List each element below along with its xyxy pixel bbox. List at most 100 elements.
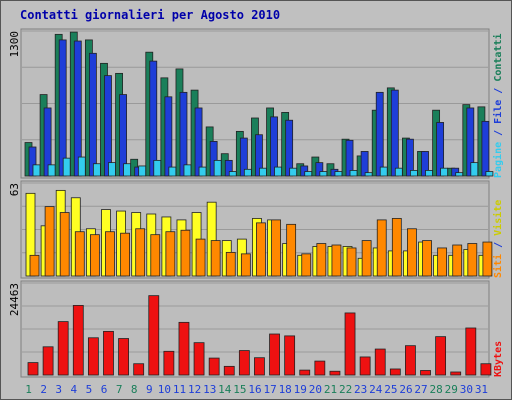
bar-siti-day-1 bbox=[29, 254, 40, 277]
bar-file-day-2 bbox=[43, 107, 52, 177]
side-label-part: / bbox=[493, 236, 504, 254]
bar-pagine-day-22 bbox=[349, 170, 358, 177]
bar-siti-day-16 bbox=[256, 222, 266, 277]
bar-pagine-day-2 bbox=[47, 164, 56, 177]
bar-siti-day-3 bbox=[59, 212, 70, 277]
bar-file-day-15 bbox=[239, 137, 248, 177]
x-tick-label-day-27: 27 bbox=[414, 383, 427, 396]
bar-file-day-6 bbox=[104, 75, 112, 177]
series-siti bbox=[29, 206, 493, 277]
bar-siti-day-5 bbox=[89, 234, 100, 277]
bar-siti-day-31 bbox=[482, 241, 493, 277]
bar-siti-day-14 bbox=[225, 251, 236, 277]
bar-file-day-20 bbox=[315, 162, 324, 177]
bar-pagine-day-11 bbox=[183, 164, 192, 177]
bar-file-day-13 bbox=[209, 141, 218, 177]
bar-pagine-day-19 bbox=[304, 171, 313, 177]
bar-siti-day-26 bbox=[407, 228, 417, 277]
bar-file-day-12 bbox=[194, 107, 203, 177]
bar-file-day-11 bbox=[179, 91, 188, 177]
side-label-part: Visite bbox=[492, 200, 504, 236]
x-tick-label-day-24: 24 bbox=[369, 383, 383, 396]
bar-kbytes-day-14 bbox=[223, 365, 235, 376]
panel-top bbox=[20, 28, 494, 179]
bar-pagine-day-13 bbox=[213, 159, 222, 177]
bar-kbytes-day-30 bbox=[465, 327, 477, 376]
bar-kbytes-day-12 bbox=[193, 342, 205, 376]
bar-kbytes-day-1 bbox=[27, 362, 39, 376]
bar-siti-day-20 bbox=[316, 243, 327, 277]
x-tick-label-day-20: 20 bbox=[309, 383, 322, 396]
bar-siti-day-6 bbox=[105, 231, 115, 277]
series-contatti bbox=[24, 31, 486, 177]
x-tick-label-day-17: 17 bbox=[263, 383, 276, 396]
x-tick-label-day-18: 18 bbox=[279, 383, 292, 396]
bar-pagine-day-25 bbox=[394, 167, 403, 177]
bar-file-day-1 bbox=[28, 146, 37, 177]
bar-pagine-day-27 bbox=[425, 170, 433, 177]
x-tick-label-day-3: 3 bbox=[55, 383, 62, 396]
side-label-bottom: KBytes bbox=[493, 341, 504, 377]
bar-file-day-28 bbox=[436, 122, 445, 177]
x-tick-label-day-19: 19 bbox=[294, 383, 307, 396]
bar-pagine-day-28 bbox=[440, 167, 449, 177]
side-label-part: / bbox=[493, 82, 504, 100]
bar-file-day-14 bbox=[224, 159, 233, 177]
x-tick-label-day-11: 11 bbox=[173, 383, 186, 396]
bar-pagine-day-18 bbox=[289, 167, 298, 177]
x-tick-label-day-22: 22 bbox=[339, 383, 352, 396]
x-tick-label-day-8: 8 bbox=[131, 383, 138, 396]
x-tick-label-day-9: 9 bbox=[146, 383, 153, 396]
bar-pagine-day-1 bbox=[32, 164, 41, 177]
bar-file-day-4 bbox=[73, 40, 82, 177]
bar-siti-day-19 bbox=[301, 253, 312, 277]
bar-kbytes-day-8 bbox=[133, 363, 145, 376]
bar-file-day-27 bbox=[421, 151, 429, 177]
bar-siti-day-4 bbox=[74, 231, 85, 277]
bar-pagine-day-21 bbox=[334, 171, 343, 177]
x-tick-label-day-2: 2 bbox=[40, 383, 47, 396]
x-tick-label-day-7: 7 bbox=[116, 383, 123, 396]
bar-pagine-day-5 bbox=[92, 163, 101, 177]
bar-pagine-day-29 bbox=[455, 172, 464, 177]
bar-pagine-day-17 bbox=[274, 166, 282, 177]
bar-pagine-day-16 bbox=[259, 167, 267, 177]
bar-kbytes-day-28 bbox=[435, 336, 447, 376]
y-max-label-bottom: 24463 bbox=[8, 283, 21, 316]
bar-siti-day-11 bbox=[180, 229, 191, 277]
bar-kbytes-day-2 bbox=[42, 346, 54, 376]
bar-kbytes-day-3 bbox=[57, 321, 69, 376]
bar-kbytes-day-11 bbox=[178, 321, 190, 376]
bar-kbytes-day-23 bbox=[359, 356, 371, 376]
bar-kbytes-day-7 bbox=[118, 338, 129, 376]
bar-file-day-3 bbox=[58, 39, 67, 177]
x-tick-label-day-21: 21 bbox=[324, 383, 337, 396]
bar-pagine-day-15 bbox=[243, 168, 252, 177]
bar-file-day-5 bbox=[88, 52, 97, 177]
x-tick-label-day-26: 26 bbox=[399, 383, 412, 396]
bar-file-day-23 bbox=[360, 151, 369, 177]
bar-kbytes-day-26 bbox=[405, 345, 416, 376]
panel-bottom bbox=[20, 280, 492, 378]
bar-kbytes-day-31 bbox=[480, 363, 492, 376]
series-file bbox=[28, 39, 490, 177]
side-label-part: Contatti bbox=[492, 33, 504, 81]
bar-siti-day-25 bbox=[391, 218, 402, 277]
bar-kbytes-day-17 bbox=[269, 333, 280, 376]
bar-siti-day-18 bbox=[286, 223, 297, 277]
bar-siti-day-22 bbox=[346, 247, 357, 277]
bar-siti-day-13 bbox=[210, 240, 221, 277]
x-tick-label-day-12: 12 bbox=[188, 383, 201, 396]
bar-kbytes-day-27 bbox=[420, 370, 431, 376]
series-pagine bbox=[32, 156, 494, 177]
bar-siti-day-15 bbox=[240, 253, 251, 277]
bar-kbytes-day-4 bbox=[72, 305, 84, 376]
bar-siti-day-27 bbox=[422, 240, 432, 277]
bar-siti-day-28 bbox=[437, 247, 448, 277]
series-kbytes bbox=[27, 295, 492, 376]
bar-file-day-30 bbox=[466, 107, 475, 177]
bar-file-day-16 bbox=[255, 134, 263, 177]
bar-file-day-7 bbox=[119, 94, 127, 177]
bar-pagine-day-8 bbox=[138, 165, 147, 177]
x-tick-label-day-25: 25 bbox=[384, 383, 397, 396]
